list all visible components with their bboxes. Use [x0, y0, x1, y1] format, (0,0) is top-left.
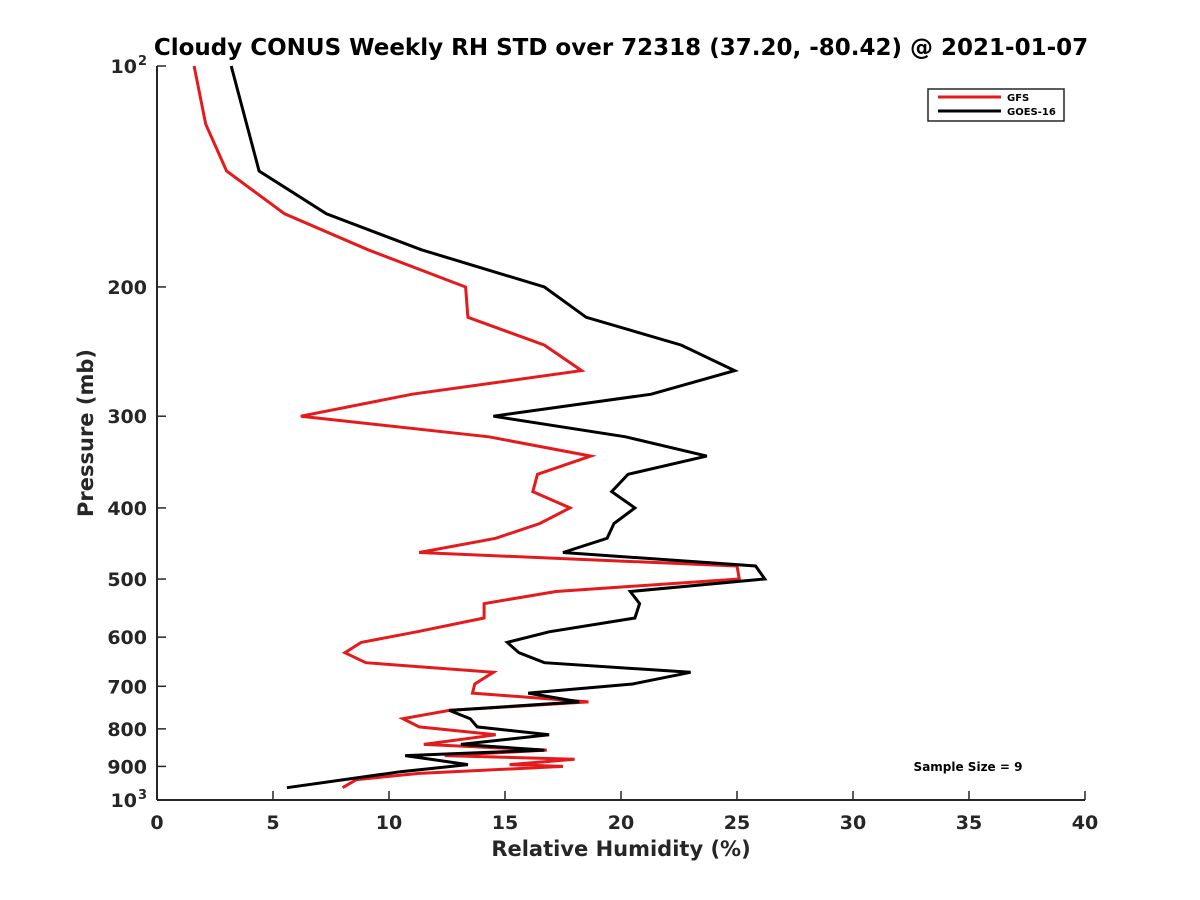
y-tick-label: 400: [107, 498, 147, 520]
y-tick-label: 200: [107, 277, 147, 299]
x-tick-label: 15: [492, 812, 518, 834]
y-tick-label: 300: [107, 406, 147, 428]
y-tick-exponent: 2: [138, 54, 147, 69]
x-tick-label: 5: [266, 812, 279, 834]
y-axis-label: Pressure (mb): [74, 349, 98, 517]
series-line-goes-16: [229, 65, 768, 790]
y-tick-label: 700: [107, 676, 147, 698]
legend-box: [927, 88, 1065, 122]
legend: GFS GOES-16: [927, 88, 1065, 122]
x-tick-label: 35: [956, 812, 982, 834]
x-tick-label: 0: [150, 812, 163, 834]
y-tick-label: 900: [107, 756, 147, 778]
x-tick-label: 20: [608, 812, 634, 834]
y-tick-label: 10: [111, 790, 137, 812]
y-tick-label: 800: [107, 719, 147, 741]
x-tick-label: 40: [1072, 812, 1098, 834]
x-tick-label: 30: [840, 812, 866, 834]
x-tick-label: 10: [376, 812, 402, 834]
y-tick-label: 10: [111, 56, 137, 78]
x-tick-label: 25: [724, 812, 750, 834]
sample-size-annotation: Sample Size = 9: [914, 760, 1023, 774]
y-tick-label: 600: [107, 627, 147, 649]
series-layer: [192, 65, 768, 790]
y-tick-exponent: 3: [138, 788, 147, 803]
y-tick-label: 500: [107, 569, 147, 591]
legend-label-goes16: GOES-16: [1007, 107, 1056, 118]
x-axis-label: Relative Humidity (%): [491, 837, 750, 861]
chart-title: Cloudy CONUS Weekly RH STD over 72318 (3…: [154, 35, 1088, 61]
legend-label-gfs: GFS: [1007, 93, 1029, 104]
